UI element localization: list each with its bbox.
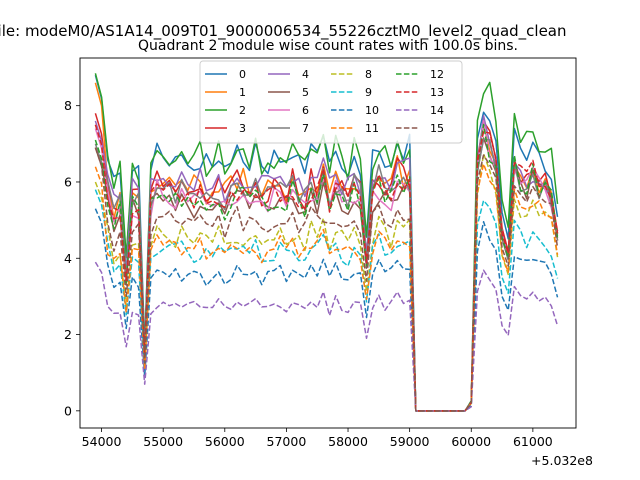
legend-label-5: 5	[302, 86, 309, 99]
legend-label-10: 10	[365, 104, 379, 117]
x-tick-label: 59000	[390, 434, 430, 449]
legend-label-3: 3	[239, 122, 246, 135]
series-lines	[94, 73, 559, 412]
figure-suptitle: n file: modeM0/AS1A14_009T01_9000006534_…	[0, 22, 567, 41]
legend-label-7: 7	[302, 122, 309, 135]
x-axis-offset-label: +5.032e8	[531, 453, 593, 468]
chart-title: Quadrant 2 module wise count rates with …	[138, 38, 518, 54]
axes-frame	[79, 57, 577, 429]
legend-label-4: 4	[302, 68, 309, 81]
series-line-9	[94, 189, 559, 412]
x-tick-label: 61000	[513, 434, 553, 449]
legend-label-9: 9	[365, 86, 372, 99]
legend-label-8: 8	[365, 68, 372, 81]
x-tick-label: 56000	[205, 434, 245, 449]
series-line-2	[94, 73, 559, 412]
series-line-0	[94, 74, 559, 412]
series-line-15	[94, 147, 559, 412]
legend-label-0: 0	[239, 68, 246, 81]
y-tick-label: 8	[64, 98, 72, 113]
x-tick-label: 58000	[328, 434, 368, 449]
y-tick-label: 6	[64, 174, 72, 189]
legend-label-14: 14	[430, 104, 444, 117]
x-axis: 54000 55000 56000 57000 58000 59000 60000 61000	[82, 428, 553, 449]
legend-label-11: 11	[365, 122, 379, 135]
legend-frame	[199, 60, 463, 144]
series-line-14	[94, 261, 559, 412]
series-line-8	[94, 152, 559, 412]
series-line-12	[94, 123, 559, 412]
legend-label-1: 1	[239, 86, 246, 99]
x-tick-label: 55000	[143, 434, 183, 449]
y-tick-label: 0	[64, 403, 72, 418]
x-tick-label: 57000	[267, 434, 307, 449]
legend-label-2: 2	[239, 104, 246, 117]
x-tick-label: 54000	[82, 434, 122, 449]
series-line-13	[94, 124, 559, 412]
y-tick-label: 2	[64, 327, 72, 342]
x-tick-label: 60000	[451, 434, 491, 449]
legend-label-13: 13	[430, 86, 444, 99]
legend-label-6: 6	[302, 104, 309, 117]
y-tick-label: 4	[64, 251, 72, 266]
legend-label-12: 12	[430, 68, 444, 81]
y-axis: 0 2 4 6 8	[64, 98, 80, 418]
series-line-10	[94, 208, 559, 412]
legend-label-15: 15	[430, 122, 444, 135]
